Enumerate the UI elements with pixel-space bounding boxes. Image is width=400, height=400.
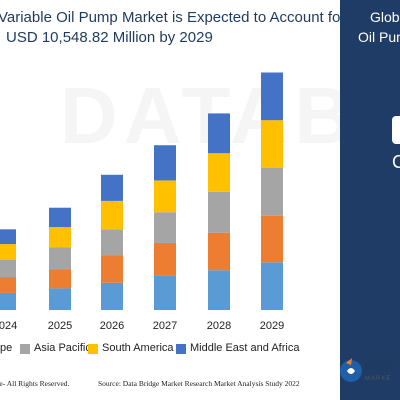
bars-group (0, 72, 283, 310)
x-tick-label-2028: 2028 (207, 320, 231, 332)
legend-label-2: Asia Pacific (34, 342, 91, 354)
side-panel-line-2: Oil Pum (358, 29, 400, 45)
bar-segment-2026-s3 (101, 200, 123, 230)
bar-segment-2025-s4 (49, 207, 71, 228)
bar-segment-2028-s3 (208, 153, 230, 192)
x-tick-label-2025: 2025 (48, 320, 72, 332)
side-panel: Globa Oil Pum C (340, 0, 400, 400)
bar-segment-2026-s2 (101, 229, 123, 256)
stacked-bar-chart: 2024 2025 2026 2027 2028 2029 (0, 72, 284, 332)
bar-segment-2029-s2 (261, 167, 283, 216)
bar-segment-2027-s1 (154, 242, 176, 276)
bar-segment-2024-s1 (0, 277, 16, 293)
bar-segment-2029-s1 (261, 215, 283, 263)
bar-segment-2025-s1 (49, 269, 71, 289)
bar-segment-2024-s0 (0, 292, 16, 310)
legend-swatch-4 (176, 344, 186, 354)
bar-segment-2029-s4 (261, 72, 283, 121)
legend-swatch-3 (88, 344, 98, 354)
chart-title-line-1: Variable Oil Pump Market is Expected to … (0, 9, 346, 26)
bar-segment-2027-s4 (154, 145, 176, 181)
chart-title-line-2: USD 10,548.82 Million by 2029 (6, 29, 213, 46)
bar-segment-2024-s4 (0, 229, 16, 245)
logo-name: DATA (365, 360, 394, 372)
brand-logo: DATA MARKE (338, 354, 400, 394)
x-tick-label-2024: 2024 (0, 320, 17, 332)
bar-segment-2025-s3 (49, 227, 71, 248)
x-tick-label-2026: 2026 (100, 320, 124, 332)
x-tick-label-2027: 2027 (153, 320, 177, 332)
x-tick-label-2029: 2029 (260, 320, 284, 332)
logo-subtitle: MARKE (365, 376, 392, 382)
bar-segment-2028-s4 (208, 113, 230, 154)
bar-segment-2026-s0 (101, 282, 123, 310)
bar-segment-2024-s2 (0, 260, 16, 278)
bar-segment-2025-s0 (49, 288, 71, 310)
bar-segment-2028-s1 (208, 232, 230, 271)
bar-segment-2027-s0 (154, 275, 176, 310)
legend-label-3: South America (102, 342, 174, 354)
bar-segment-2024-s3 (0, 244, 16, 260)
bar-segment-2028-s0 (208, 270, 230, 310)
bar-segment-2028-s2 (208, 191, 230, 233)
source-text: Source: Data Bridge Market Research Mark… (98, 379, 300, 388)
copyright-text: rse- All Rights Reserved. (0, 379, 70, 388)
logo-mark-icon (340, 358, 362, 382)
chart-legend: pe Asia Pacific South America Middle East a… (0, 342, 340, 360)
legend-swatch-2 (20, 344, 30, 354)
bar-segment-2025-s2 (49, 247, 71, 270)
legend-label-1: pe (0, 342, 13, 354)
x-tick-labels-group: 2024 2025 2026 2027 2028 2029 (0, 320, 284, 332)
side-panel-line-1: Globa (370, 9, 400, 25)
bar-segment-2026-s1 (101, 255, 123, 283)
side-bullet-icon (392, 116, 400, 144)
legend-label-4: Middle East and Africa (190, 342, 300, 354)
bar-segment-2029-s3 (261, 120, 283, 168)
bar-segment-2027-s3 (154, 180, 176, 213)
side-panel-letter: C (392, 152, 400, 172)
bar-segment-2026-s4 (101, 174, 123, 201)
bar-segment-2027-s2 (154, 212, 176, 243)
bar-segment-2029-s0 (261, 262, 283, 310)
